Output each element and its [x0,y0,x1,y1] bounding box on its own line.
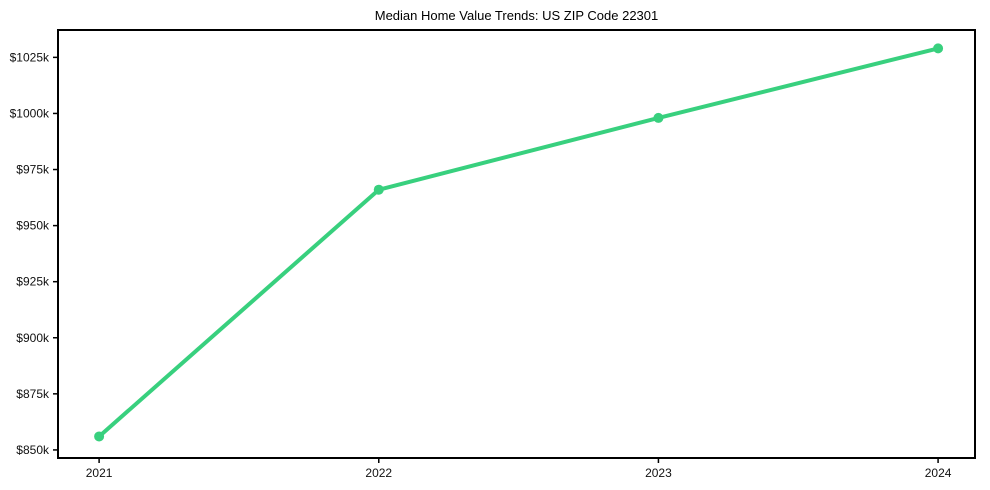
data-point-marker [933,43,944,54]
x-tick-label: 2021 [86,466,113,480]
plot-border [57,29,976,459]
y-tick-label: $1000k [10,106,50,120]
data-point-marker [94,431,105,442]
y-tick-label: $925k [16,275,50,289]
x-tick-label: 2024 [925,466,952,480]
x-tick-label: 2023 [645,466,672,480]
y-tick-label: $875k [16,387,50,401]
y-tick-label: $850k [16,443,50,457]
x-tick-label: 2022 [365,466,392,480]
data-point-marker [653,112,664,123]
y-tick-label: $1025k [10,50,50,64]
chart-title: Median Home Value Trends: US ZIP Code 22… [374,8,659,23]
line-series [97,46,941,439]
y-tick-label: $900k [16,331,50,345]
y-tick-label: $950k [16,219,50,233]
y-tick-label: $975k [16,163,50,177]
data-point-marker [373,184,384,195]
